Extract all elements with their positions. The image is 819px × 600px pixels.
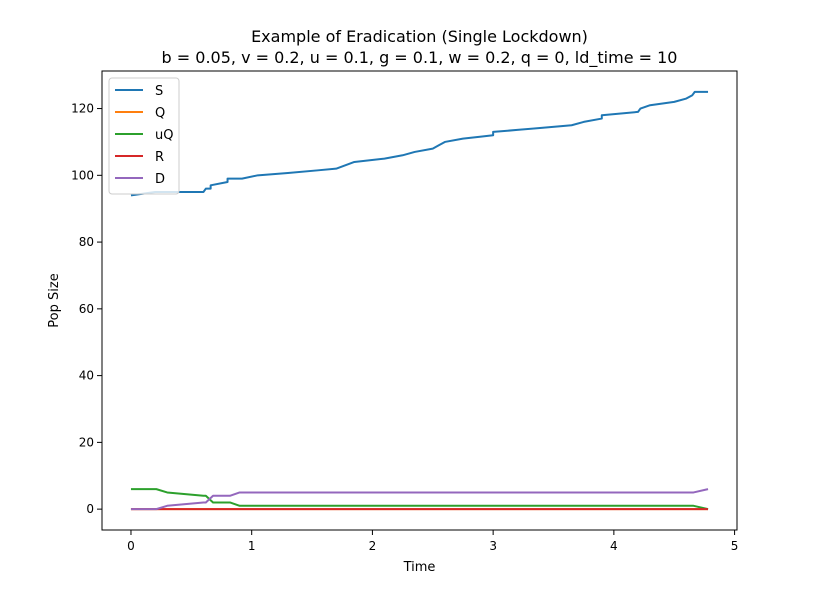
y-axis-label: Pop Size	[47, 273, 62, 327]
y-tick-label: 80	[79, 235, 94, 249]
legend-label-uQ: uQ	[155, 128, 173, 143]
axis-ticks: 0 1 2 3 4 5 0 20 40 60 80 100 120	[71, 102, 738, 553]
y-tick-label: 100	[71, 168, 94, 182]
x-tick-label: 5	[731, 539, 739, 553]
x-tick-label: 4	[610, 539, 618, 553]
legend-box	[108, 77, 180, 195]
legend-label-D: D	[155, 172, 165, 187]
plot-area	[101, 70, 738, 531]
y-tick-label: 60	[79, 302, 94, 316]
plot-frame	[101, 70, 738, 531]
legend-label-R: R	[155, 150, 164, 165]
y-tick-label: 20	[79, 435, 94, 449]
x-tick-label: 1	[248, 539, 256, 553]
x-axis-label: Time	[403, 560, 436, 575]
x-tick-label: 0	[127, 539, 135, 553]
chart-title: Example of Eradication (Single Lockdown)	[251, 27, 588, 46]
series-line-D	[130, 488, 709, 511]
y-tick-label: 40	[79, 369, 94, 383]
x-tick-label: 2	[369, 539, 377, 553]
legend-label-S: S	[155, 84, 163, 99]
legend-label-Q: Q	[155, 106, 165, 121]
y-tick-label: 120	[71, 102, 94, 116]
x-tick-label: 3	[489, 539, 497, 553]
y-tick-label: 0	[86, 502, 94, 516]
chart-subtitle: b = 0.05, v = 0.2, u = 0.1, g = 0.1, w =…	[162, 48, 678, 68]
series-line-S	[130, 90, 709, 197]
